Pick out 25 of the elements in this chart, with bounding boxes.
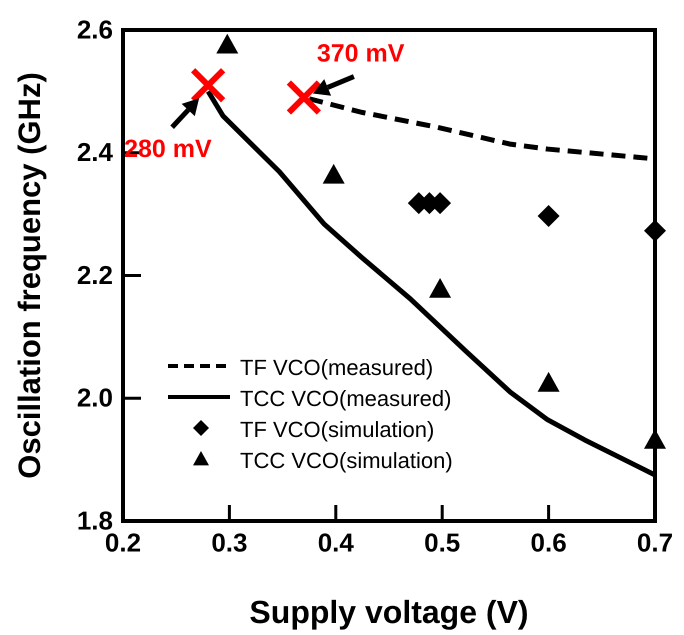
x-tick-label: 0.6 (530, 527, 567, 558)
x-tick-label: 0.3 (211, 527, 248, 558)
y-tick-label: 2.2 (76, 260, 113, 290)
x-tick-label: 0.4 (318, 527, 354, 558)
point (216, 34, 238, 54)
x-tick-label: 0.7 (636, 527, 674, 558)
point (538, 204, 560, 227)
point (538, 372, 560, 392)
point (190, 67, 226, 104)
y-tick-label: 2.6 (76, 14, 113, 44)
legend-label: TF VCO(simulation) (240, 417, 434, 442)
legend-label: TF VCO(measured) (240, 355, 434, 380)
point (286, 80, 322, 116)
x-axis-title: Supply voltage (V) (249, 594, 529, 630)
y-tick-label: 2.4 (76, 137, 114, 168)
y-tick-label: 2.0 (76, 382, 113, 413)
x-tick-label: 0.5 (424, 527, 460, 558)
legend-label: TCC VCO(measured) (240, 386, 452, 411)
annotation: 280 mV (124, 135, 212, 164)
point (429, 278, 452, 298)
legend-label: TCC VCO(simulation) (240, 448, 453, 473)
point (322, 164, 345, 184)
point (644, 220, 666, 242)
annotation: 370 mV (316, 40, 405, 68)
y-axis-title: Oscillation frequency (GHz) (12, 72, 47, 479)
